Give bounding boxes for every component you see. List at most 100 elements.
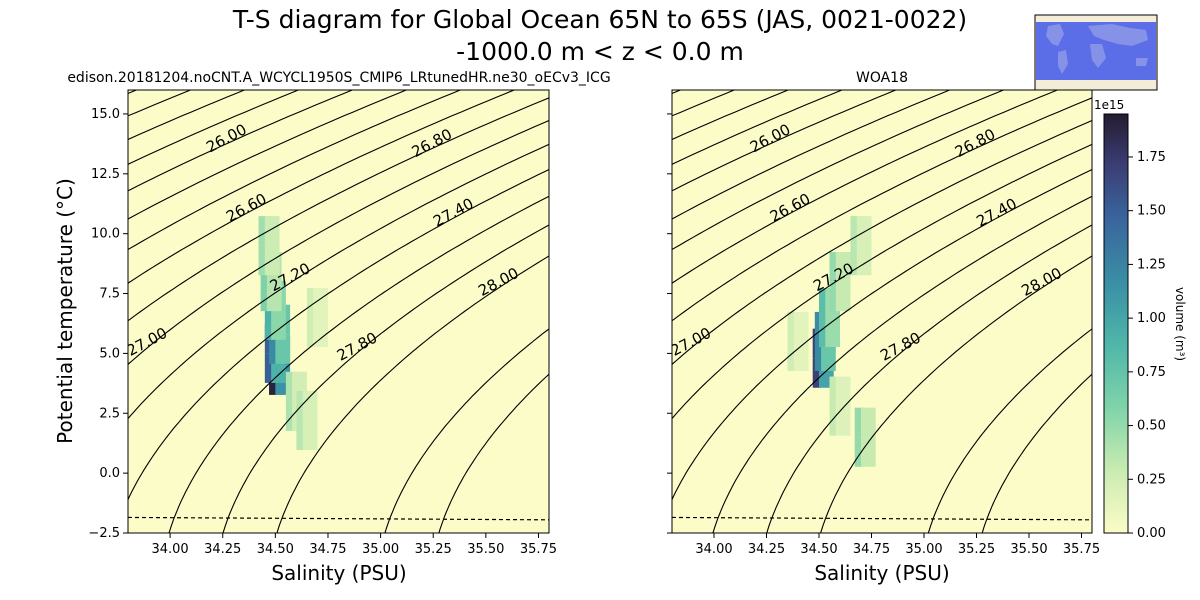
volume-cell [829, 252, 838, 282]
colorbar-tick-label: 1.75 [1137, 150, 1166, 165]
volume-cell [825, 358, 834, 388]
volume-cell [863, 216, 872, 246]
isopycnal-line [712, 195, 1092, 533]
left-y-label: Potential temperature (°C) [53, 178, 77, 444]
volume-cell [309, 420, 318, 450]
volume-cell [309, 390, 318, 421]
volume-cell [842, 281, 851, 312]
volume-cell [271, 245, 280, 276]
volume-cell [264, 310, 274, 340]
figure-subtitle: -1000.0 m < z < 0.0 m [456, 37, 744, 66]
volume-cell [258, 245, 267, 276]
isopycnal-line [766, 224, 1092, 533]
volume-cell [861, 437, 870, 467]
volume-cell [863, 245, 872, 276]
volume-cell [313, 287, 322, 318]
volume-cell [854, 407, 864, 438]
right-x-label: Salinity (PSU) [814, 561, 949, 585]
y-tick-label: 12.5 [91, 167, 120, 182]
volume-cell [271, 310, 280, 340]
y-tick-label: 15.0 [91, 107, 120, 122]
y-tick-label: 2.5 [99, 406, 120, 421]
isopycnal-line [168, 195, 549, 533]
colorbar-tick-label: 0.25 [1137, 472, 1166, 487]
left-y-axis: −2.5 0.0 2.5 5.0 7.5 10.0 12.5 15.0 [88, 107, 128, 541]
colorbar-tick-label: 1.50 [1137, 204, 1166, 219]
volume-cell [867, 437, 876, 467]
isopycnal-line [672, 90, 897, 192]
right-panel: WOA18 25.2025.4025.6025.8026.0026.2026.4… [561, 70, 1100, 585]
volume-cell [271, 353, 280, 383]
volume-cell [867, 407, 876, 438]
colorbar-tick-label: 1.25 [1137, 257, 1166, 272]
volume-cell [800, 311, 809, 342]
volume-cell [856, 216, 866, 246]
left-x-label: Salinity (PSU) [271, 561, 406, 585]
isopycnal-line [672, 90, 950, 220]
colorbar-tick-label: 0.50 [1137, 419, 1166, 434]
isopycnal-line [927, 328, 1092, 533]
volume-cell [296, 390, 305, 421]
volume-cell [812, 358, 822, 388]
volume-cell [302, 390, 312, 421]
right-y-axis [667, 113, 672, 534]
right-freezing-line [671, 516, 1093, 521]
x-tick-label: 35.00 [362, 542, 399, 557]
x-tick-label: 34.75 [853, 542, 890, 557]
isopycnal-line [672, 143, 1092, 420]
isopycnal-line [672, 97, 1092, 322]
right-panel-title: WOA18 [856, 70, 908, 86]
x-tick-label: 34.00 [695, 542, 732, 557]
x-tick-label: 34.00 [151, 542, 188, 557]
isopycnal-line [128, 90, 299, 165]
y-tick-label: 10.0 [91, 227, 120, 242]
volume-cell [835, 252, 845, 282]
isopycnal-line [276, 255, 549, 533]
volume-cell [281, 334, 291, 364]
left-freezing-line [127, 516, 550, 521]
y-tick-label: 5.0 [99, 346, 120, 361]
x-tick-label: 34.50 [257, 542, 294, 557]
volume-cell [850, 245, 859, 276]
volume-cell [819, 287, 828, 318]
volume-cell [285, 371, 295, 402]
x-tick-label: 34.25 [204, 542, 241, 557]
y-tick-label: 0.0 [99, 466, 120, 481]
volume-cell [854, 437, 864, 467]
volume-cell [313, 317, 322, 348]
isopycnal-line [672, 168, 1092, 501]
x-tick-label: 35.25 [415, 542, 452, 557]
volume-cell [277, 310, 286, 340]
volume-cell [264, 245, 274, 276]
left-x-axis: 34.00 34.25 34.50 34.75 35.00 35.25 35.50 35.75 [151, 533, 557, 557]
isopycnal-line [438, 373, 549, 533]
volume-cell [275, 334, 284, 364]
isopycnal-line [128, 168, 549, 501]
isopycnal-label: 25.80 [561, 185, 607, 221]
isopycnal-line [672, 90, 1004, 251]
colorbar: 1e15 0.00 0.25 0.50 0.75 1.00 1.25 1.50 1.75 vo… [1094, 98, 1187, 541]
volume-cell [787, 311, 796, 342]
isopycnal-line [128, 119, 549, 366]
isopycnal-line [820, 255, 1092, 533]
volume-cell [296, 420, 305, 450]
x-tick-label: 35.25 [958, 542, 995, 557]
volume-cell [850, 216, 859, 246]
volume-cell [819, 317, 828, 348]
volume-cell [258, 216, 267, 246]
y-tick-label: −2.5 [88, 526, 120, 541]
x-tick-label: 35.75 [1063, 542, 1100, 557]
volume-cell [821, 341, 830, 371]
isopycnal-line [128, 143, 549, 420]
volume-cell [319, 317, 328, 348]
region-map-inset [1034, 14, 1158, 91]
volume-cell [306, 317, 316, 348]
x-tick-label: 35.00 [905, 542, 942, 557]
volume-cell [829, 281, 838, 312]
volume-cell [793, 311, 803, 342]
colorbar-label: volume (m³) [1173, 287, 1187, 361]
figure-title: T-S diagram for Global Ocean 65N to 65S … [232, 5, 967, 34]
left-panel-title: edison.20181204.noCNT.A_WCYCL1950S_CMIP6… [67, 70, 610, 86]
volume-cell [271, 216, 280, 246]
